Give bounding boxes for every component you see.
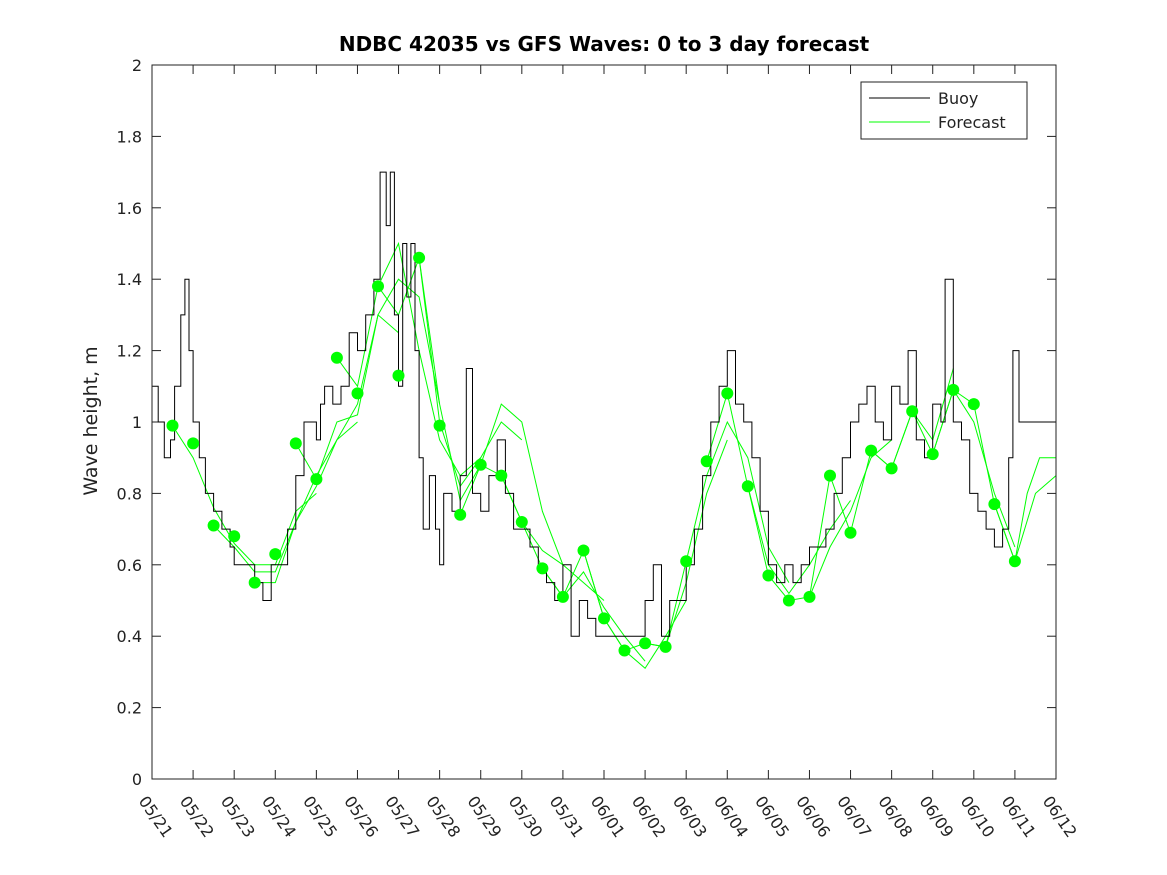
forecast-marker (310, 473, 323, 486)
forecast-marker (207, 519, 220, 532)
forecast-marker (741, 480, 754, 493)
forecast-marker (598, 612, 610, 625)
forecast-marker (844, 526, 857, 539)
forecast-series-line (645, 420, 790, 648)
y-tick-label: 1.2 (117, 342, 142, 361)
forecast-series-line (706, 391, 851, 595)
legend-buoy-label: Buoy (938, 89, 978, 108)
forecast-marker (926, 448, 939, 461)
forecast-marker (947, 383, 960, 396)
forecast-marker (865, 444, 878, 457)
forecast-marker (433, 419, 446, 432)
forecast-marker (803, 590, 816, 603)
forecast-marker (413, 251, 426, 264)
forecast-marker (967, 398, 980, 411)
forecast-marker (639, 637, 652, 650)
forecast-series-line (500, 475, 646, 662)
forecast-marker (824, 469, 836, 482)
forecast-marker (515, 516, 528, 528)
forecast-marker (721, 387, 734, 400)
forecast-marker (906, 405, 919, 418)
legend: Buoy Forecast (860, 81, 1028, 140)
y-tick-label: 0.8 (117, 484, 142, 503)
y-tick-label: 1.6 (117, 199, 142, 218)
forecast-marker (289, 437, 302, 450)
axes-box (151, 64, 1057, 780)
forecast-marker (988, 498, 1001, 511)
forecast-marker (618, 644, 631, 657)
forecast-marker (556, 590, 569, 603)
forecast-marker (536, 562, 549, 575)
forecast-marker (1008, 555, 1021, 568)
forecast-marker (680, 555, 693, 568)
forecast-series-line (418, 257, 564, 565)
forecast-marker (659, 640, 672, 653)
y-tick-label: 0.2 (117, 699, 142, 718)
forecast-marker (228, 530, 241, 543)
forecast-marker (454, 508, 467, 521)
forecast-marker (269, 548, 282, 561)
forecast-marker (700, 455, 713, 468)
forecast-marker (782, 594, 795, 607)
forecast-marker (495, 469, 508, 482)
legend-box (860, 81, 1028, 140)
forecast-series-line (213, 421, 358, 573)
y-tick-label: 0 (132, 770, 142, 789)
y-tick-label: 0.4 (117, 627, 142, 646)
legend-forecast-label: Forecast (938, 113, 1006, 132)
forecast-marker (351, 387, 364, 400)
y-tick-label: 1.4 (117, 270, 142, 289)
forecast-marker (392, 369, 405, 382)
forecast-marker (166, 419, 179, 432)
forecast-series-line (993, 457, 1056, 564)
y-tick-label: 0.6 (117, 556, 142, 575)
y-axis-label: Wave height, m (80, 346, 102, 495)
forecast-series-line (172, 425, 317, 566)
forecast-marker (762, 569, 775, 582)
forecast-marker (187, 437, 200, 450)
forecast-series-line (295, 278, 441, 481)
y-tick-label: 1 (132, 413, 142, 432)
forecast-marker (330, 351, 343, 364)
forecast-marker (577, 544, 590, 557)
y-tick-label: 1.8 (117, 127, 142, 146)
forecast-marker (885, 462, 898, 475)
chart-title: NDBC 42035 vs GFS Waves: 0 to 3 day fore… (339, 32, 870, 56)
forecast-marker (372, 280, 384, 293)
forecast-marker (248, 576, 261, 589)
forecast-marker (474, 458, 487, 471)
y-tick-label: 2 (132, 56, 142, 75)
